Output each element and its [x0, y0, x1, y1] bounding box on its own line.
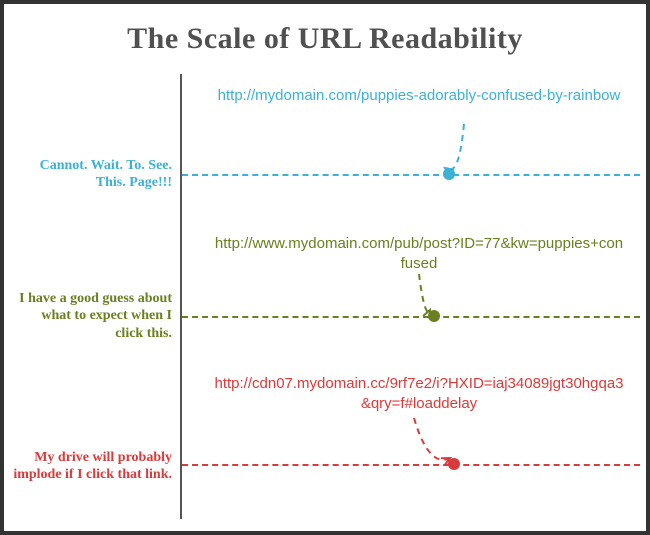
chart-area: Cannot. Wait. To. See. This. Page!!! http…	[4, 74, 646, 531]
arrow-icon	[399, 254, 454, 336]
level-label-best: Cannot. Wait. To. See. This. Page!!!	[12, 157, 172, 192]
scale-line-best	[182, 174, 640, 176]
arrow-icon	[394, 398, 474, 484]
level-label-worst: My drive will probably implode if I clic…	[12, 449, 172, 484]
level-label-mid: I have a good guess about what to expect…	[12, 290, 172, 343]
arrow-icon	[429, 104, 484, 194]
infographic-frame: The Scale of URL Readability Cannot. Wai…	[0, 0, 650, 535]
page-title: The Scale of URL Readability	[4, 4, 646, 56]
vertical-axis	[180, 74, 182, 519]
example-url-best: http://mydomain.com/puppies-adorably-con…	[214, 86, 624, 106]
